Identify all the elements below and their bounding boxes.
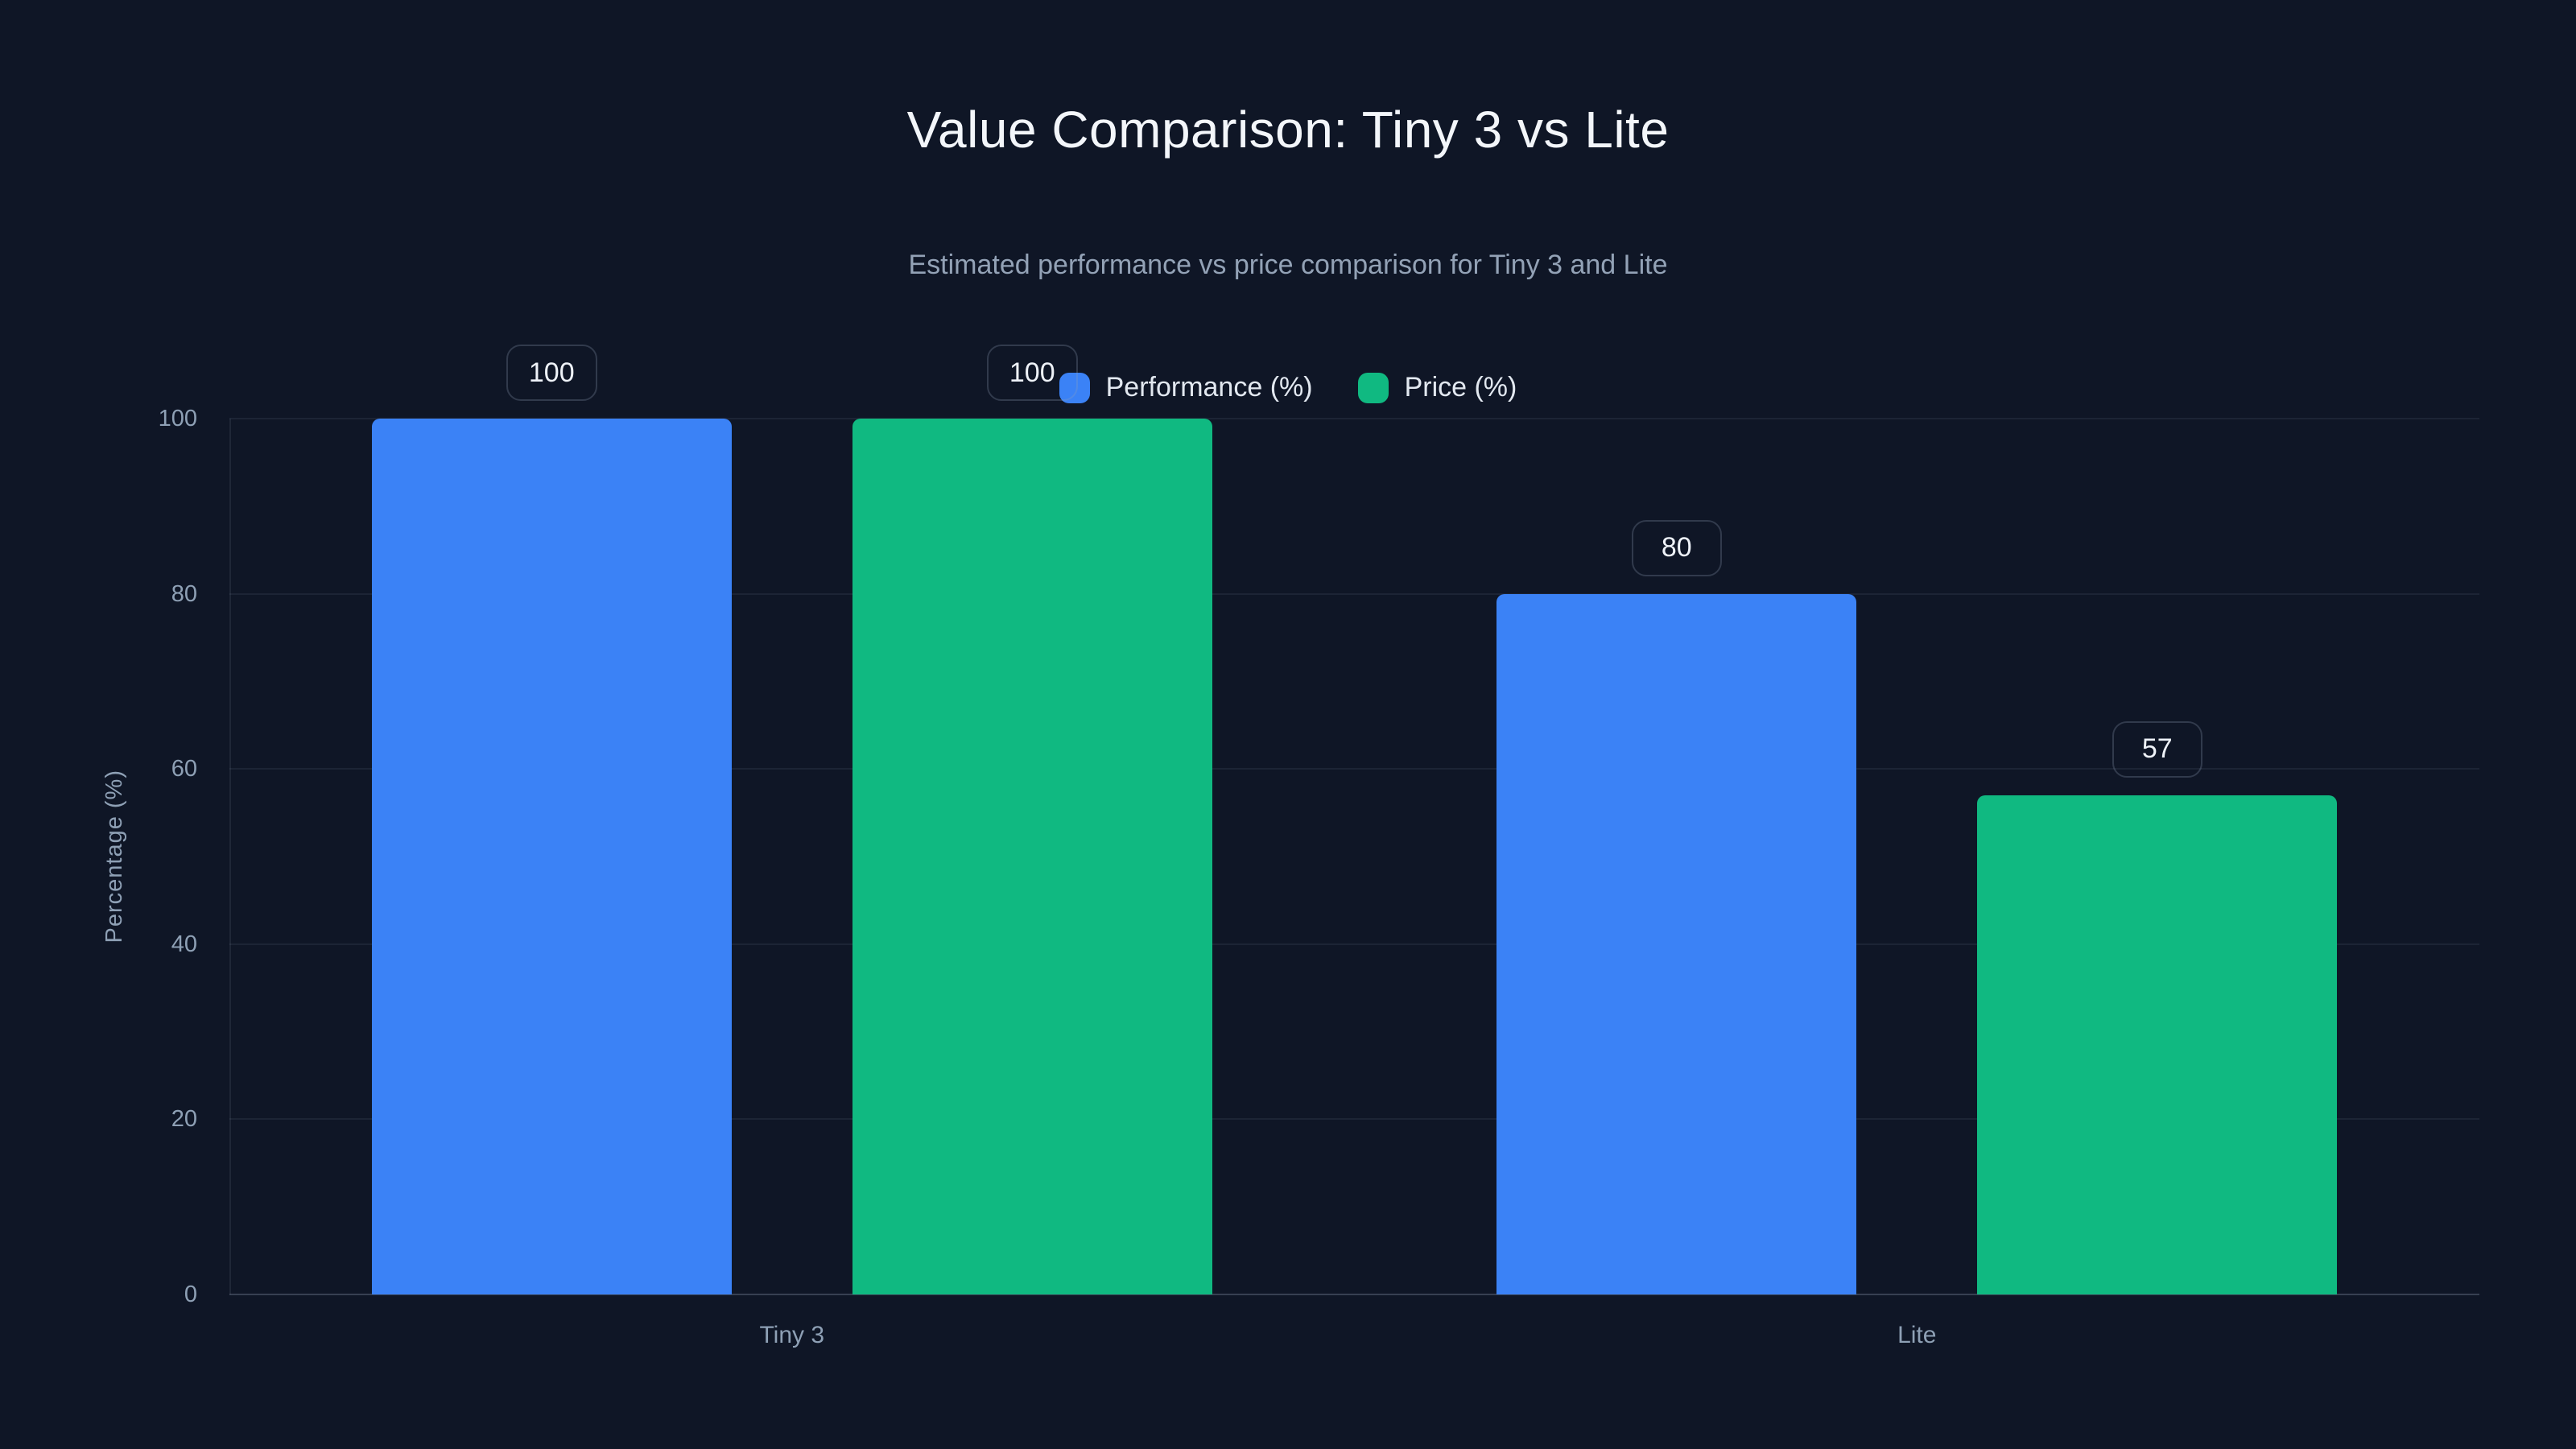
gridline-80 xyxy=(229,592,2479,595)
bars-layer: 100 100 80 57 xyxy=(229,345,2480,1294)
chart-subtitle: Estimated performance vs price compariso… xyxy=(908,250,1668,280)
bar-tiny-3-performance[interactable] xyxy=(371,419,732,1294)
x-axis-label-lite: Lite xyxy=(1897,1322,1937,1348)
value-badge-lite-performance: 80 xyxy=(1631,519,1722,576)
legend-item-price[interactable]: Price (%) xyxy=(1357,372,1517,403)
legend-label: Performance (%) xyxy=(1105,372,1313,402)
value-badge-tiny-3-performance: 100 xyxy=(506,345,597,401)
legend-swatch-icon xyxy=(1357,372,1389,403)
legend-label: Price (%) xyxy=(1404,372,1517,402)
y-tick-label-100: 100 xyxy=(158,406,197,431)
bar-group-tiny-3: 100 100 xyxy=(229,345,1355,1294)
legend: Performance (%) Price (%) xyxy=(0,372,2576,403)
bar-lite-price[interactable] xyxy=(1977,795,2338,1294)
x-axis-label-tiny-3: Tiny 3 xyxy=(759,1322,825,1348)
gridline-60 xyxy=(229,768,2479,770)
bar-group-lite: 80 57 xyxy=(1355,419,2480,1294)
y-tick-label-60: 60 xyxy=(171,756,197,782)
y-tick-label-80: 80 xyxy=(171,580,197,607)
y-tick-label-0: 0 xyxy=(184,1282,197,1307)
gridline-40 xyxy=(229,943,2479,945)
chart-title: Value Comparison: Tiny 3 vs Lite xyxy=(906,101,1670,159)
bar-slot-lite-price: 57 xyxy=(1977,419,2338,1294)
y-axis-title: Percentage (%) xyxy=(89,419,140,1294)
y-axis-title-text: Percentage (%) xyxy=(101,770,127,943)
bar-lite-performance[interactable] xyxy=(1496,593,1857,1294)
bar-slot-tiny-3-price: 100 xyxy=(852,345,1212,1294)
y-axis-line xyxy=(229,419,231,1294)
bar-slot-tiny-3-performance: 100 xyxy=(371,345,732,1294)
y-tick-label-40: 40 xyxy=(171,931,197,957)
value-badge-lite-price: 57 xyxy=(2112,720,2202,778)
bar-tiny-3-price[interactable] xyxy=(852,419,1212,1294)
x-axis-baseline xyxy=(229,1294,2479,1295)
gridline-20 xyxy=(229,1118,2479,1121)
legend-item-performance[interactable]: Performance (%) xyxy=(1059,372,1313,403)
value-badge-tiny-3-price: 100 xyxy=(986,345,1078,401)
y-tick-label-20: 20 xyxy=(171,1106,197,1133)
x-axis-labels: Tiny 3 Lite xyxy=(229,1322,2479,1349)
plot-area: 0 20 40 60 80 100 100 100 80 57 xyxy=(159,345,2480,1307)
gridline-100 xyxy=(229,418,2479,419)
bar-slot-lite-performance: 80 xyxy=(1496,419,1857,1294)
